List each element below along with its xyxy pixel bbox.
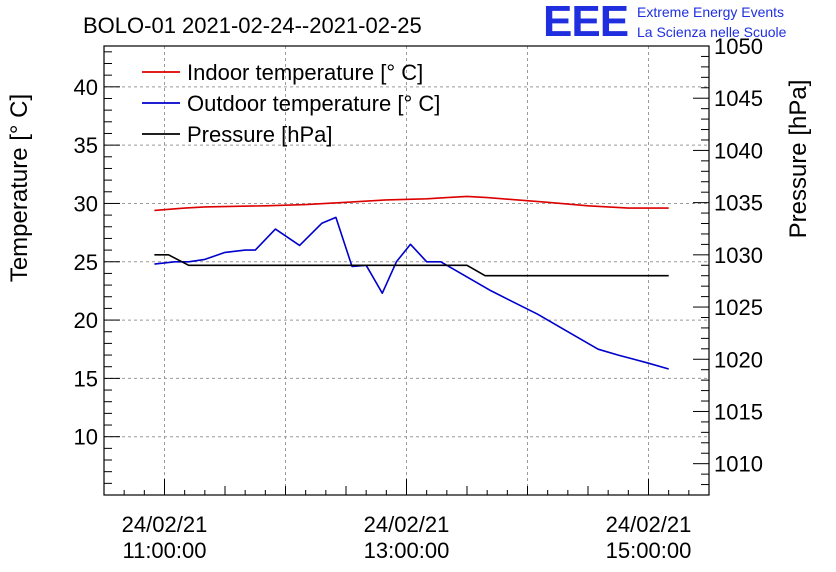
y-tick-label: 35 [74,133,98,158]
eee-logo: EEE [543,0,629,46]
y2-tick-label: 1015 [714,399,763,424]
y-tick-label: 40 [74,75,98,100]
chart-title: BOLO-01 2021-02-24--2021-02-25 [83,13,422,38]
grid-lines [104,46,709,495]
y2-tick-label: 1035 [714,191,763,216]
legend-label-3: Pressure [hPa] [187,122,333,147]
x-tick-time: 15:00:00 [606,538,692,563]
x-tick-time: 13:00:00 [364,538,450,563]
series-layer [154,195,669,370]
y-tick-label: 20 [74,308,98,333]
y-tick-label: 25 [74,250,98,275]
y-tick-label: 10 [74,425,98,450]
x-tick-time: 11:00:00 [122,538,206,563]
y2-tick-label: 1040 [714,138,763,163]
y2-tick-label: 1045 [714,86,763,111]
series-line-1 [154,195,669,212]
axis-ticks: 1015202530354010101015102010251030103510… [74,34,763,563]
y2-tick-label: 1025 [714,295,763,320]
legend-label-2: Outdoor temperature [° C] [187,91,440,116]
legend-label-1: Indoor temperature [° C] [187,60,423,85]
y-axis-label: Temperature [° C] [6,94,33,282]
x-tick-date: 24/02/21 [606,512,692,537]
legend: Indoor temperature [° C] Outdoor temperat… [142,60,440,147]
series-line-3 [154,254,669,277]
y2-tick-label: 1050 [714,34,763,59]
y-tick-label: 15 [74,366,98,391]
y2-tick-label: 1010 [714,452,763,477]
y2-tick-label: 1030 [714,243,763,268]
y-tick-label: 30 [74,191,98,216]
y2-axis-label: Pressure [hPa] [785,80,812,239]
y2-tick-label: 1020 [714,347,763,372]
x-tick-date: 24/02/21 [364,512,450,537]
series-line-2 [154,216,669,370]
logo-line2: La Scienza nelle Scuole [637,24,787,40]
x-tick-date: 24/02/21 [122,512,208,537]
logo-line1: Extreme Energy Events [637,4,785,20]
